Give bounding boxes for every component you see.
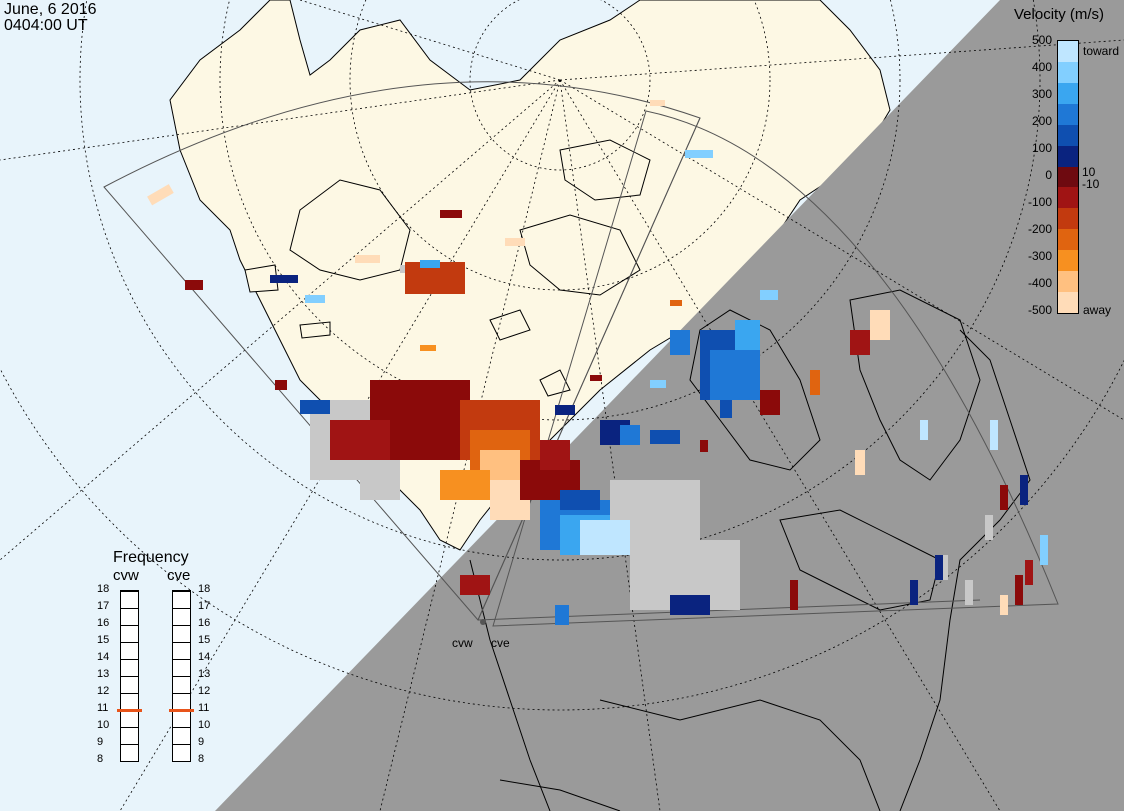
velocity-colorbar: Velocity (m/s) 500 400 300 200 100 10 0 -10 -100… [1000, 0, 1124, 330]
colorbar-toward-label: toward [1083, 44, 1120, 58]
time-label: 0404:00 UT [4, 17, 88, 34]
frequency-gridline [121, 625, 138, 626]
colorbar-segment [1058, 271, 1078, 293]
colorbar-tick-label: 400 [1031, 60, 1052, 74]
frequency-tick-left: 17 [97, 600, 110, 612]
colorbar-tick-label: -400 [1027, 276, 1052, 290]
frequency-tick-right: 13 [198, 668, 211, 680]
frequency-tick-left: 15 [97, 634, 110, 646]
colorbar-swatch [1057, 40, 1079, 314]
frequency-tick-right: 8 [198, 753, 205, 765]
colorbar-tick-label: 500 [1031, 33, 1052, 47]
frequency-gridline [121, 591, 138, 592]
frequency-gridline [173, 744, 190, 745]
frequency-gridline [173, 727, 190, 728]
frequency-tick-right: 10 [198, 719, 211, 731]
colorbar-segment [1058, 292, 1078, 313]
frequency-panel: Frequency cvw cve 18 18 17 17 16 16 15 15 14 14 13… [85, 548, 225, 778]
frequency-radar-cvw: cvw [113, 567, 139, 584]
frequency-tick-left: 18 [97, 583, 110, 595]
frequency-tick-left: 9 [97, 736, 104, 748]
frequency-gridline [121, 676, 138, 677]
frequency-tick-right: 16 [198, 617, 211, 629]
colorbar-segment [1058, 124, 1078, 146]
colorbar-tick-label: -200 [1027, 222, 1052, 236]
colorbar-segment [1058, 229, 1078, 251]
frequency-gridline [173, 608, 190, 609]
colorbar-segment [1058, 82, 1078, 104]
colorbar-away-label: away [1083, 303, 1112, 317]
frequency-tick-right: 15 [198, 634, 211, 646]
colorbar-segment [1058, 145, 1078, 167]
colorbar-tick-label: 10 [1082, 165, 1096, 179]
frequency-tick-left: 13 [97, 668, 110, 680]
colorbar-tick-label: -10 [1082, 177, 1100, 191]
colorbar-tick-label: 0 [1045, 168, 1052, 182]
frequency-bar-cve [169, 590, 194, 762]
frequency-gridline [121, 659, 138, 660]
frequency-gridline [173, 676, 190, 677]
frequency-gridline [121, 727, 138, 728]
frequency-tick-right: 12 [198, 685, 211, 697]
frequency-gridline [121, 693, 138, 694]
colorbar-tick-label: -300 [1027, 249, 1052, 263]
colorbar-segment [1058, 166, 1078, 188]
frequency-gridline [173, 591, 190, 592]
frequency-tick-left: 14 [97, 651, 110, 663]
frequency-title: Frequency [113, 549, 189, 566]
toward-echoes [270, 150, 1048, 625]
frequency-gridline [173, 761, 190, 762]
frequency-gridline [173, 693, 190, 694]
frequency-gridline [121, 642, 138, 643]
colorbar-tick-label: 100 [1031, 141, 1052, 155]
night-terminator [215, 0, 1124, 811]
colorbar-segment [1058, 61, 1078, 83]
frequency-gridline [173, 659, 190, 660]
colorbar-tick-label: 200 [1031, 114, 1052, 128]
colorbar-segment [1058, 250, 1078, 272]
frequency-gridline [173, 625, 190, 626]
frequency-tick-left: 8 [97, 753, 104, 765]
colorbar-segment [1058, 41, 1078, 62]
radar-label-cve: cve [491, 636, 510, 650]
frequency-gridline [121, 761, 138, 762]
frequency-tick-right: 14 [198, 651, 211, 663]
frequency-gridline [173, 642, 190, 643]
colorbar-title: Velocity (m/s) [1014, 6, 1105, 23]
radar-label-cvw: cvw [452, 636, 473, 650]
frequency-marker [169, 709, 194, 712]
frequency-tick-left: 12 [97, 685, 110, 697]
away-echoes [185, 210, 1033, 610]
frequency-tick-left: 16 [97, 617, 110, 629]
frequency-tick-left: 11 [97, 702, 109, 714]
date-label: June, 6 2016 [4, 1, 97, 18]
frequency-gridline [121, 744, 138, 745]
colorbar-segment [1058, 187, 1078, 209]
colorbar-segment [1058, 208, 1078, 230]
colorbar-segment [1058, 103, 1078, 125]
frequency-tick-right: 18 [198, 583, 211, 595]
faint-echoes [147, 100, 1008, 615]
frequency-tick-right: 11 [198, 702, 210, 714]
frequency-bar-cvw [117, 590, 142, 762]
frequency-gridline [121, 608, 138, 609]
colorbar-tick-label: 300 [1031, 87, 1052, 101]
frequency-marker [117, 709, 142, 712]
frequency-tick-left: 10 [97, 719, 110, 731]
frequency-tick-right: 9 [198, 736, 205, 748]
colorbar-tick-label: -500 [1027, 303, 1052, 317]
colorbar-tick-label: -100 [1027, 195, 1052, 209]
frequency-tick-right: 17 [198, 600, 211, 612]
frequency-radar-cve: cve [167, 567, 191, 584]
radar-site-marker [480, 619, 486, 625]
